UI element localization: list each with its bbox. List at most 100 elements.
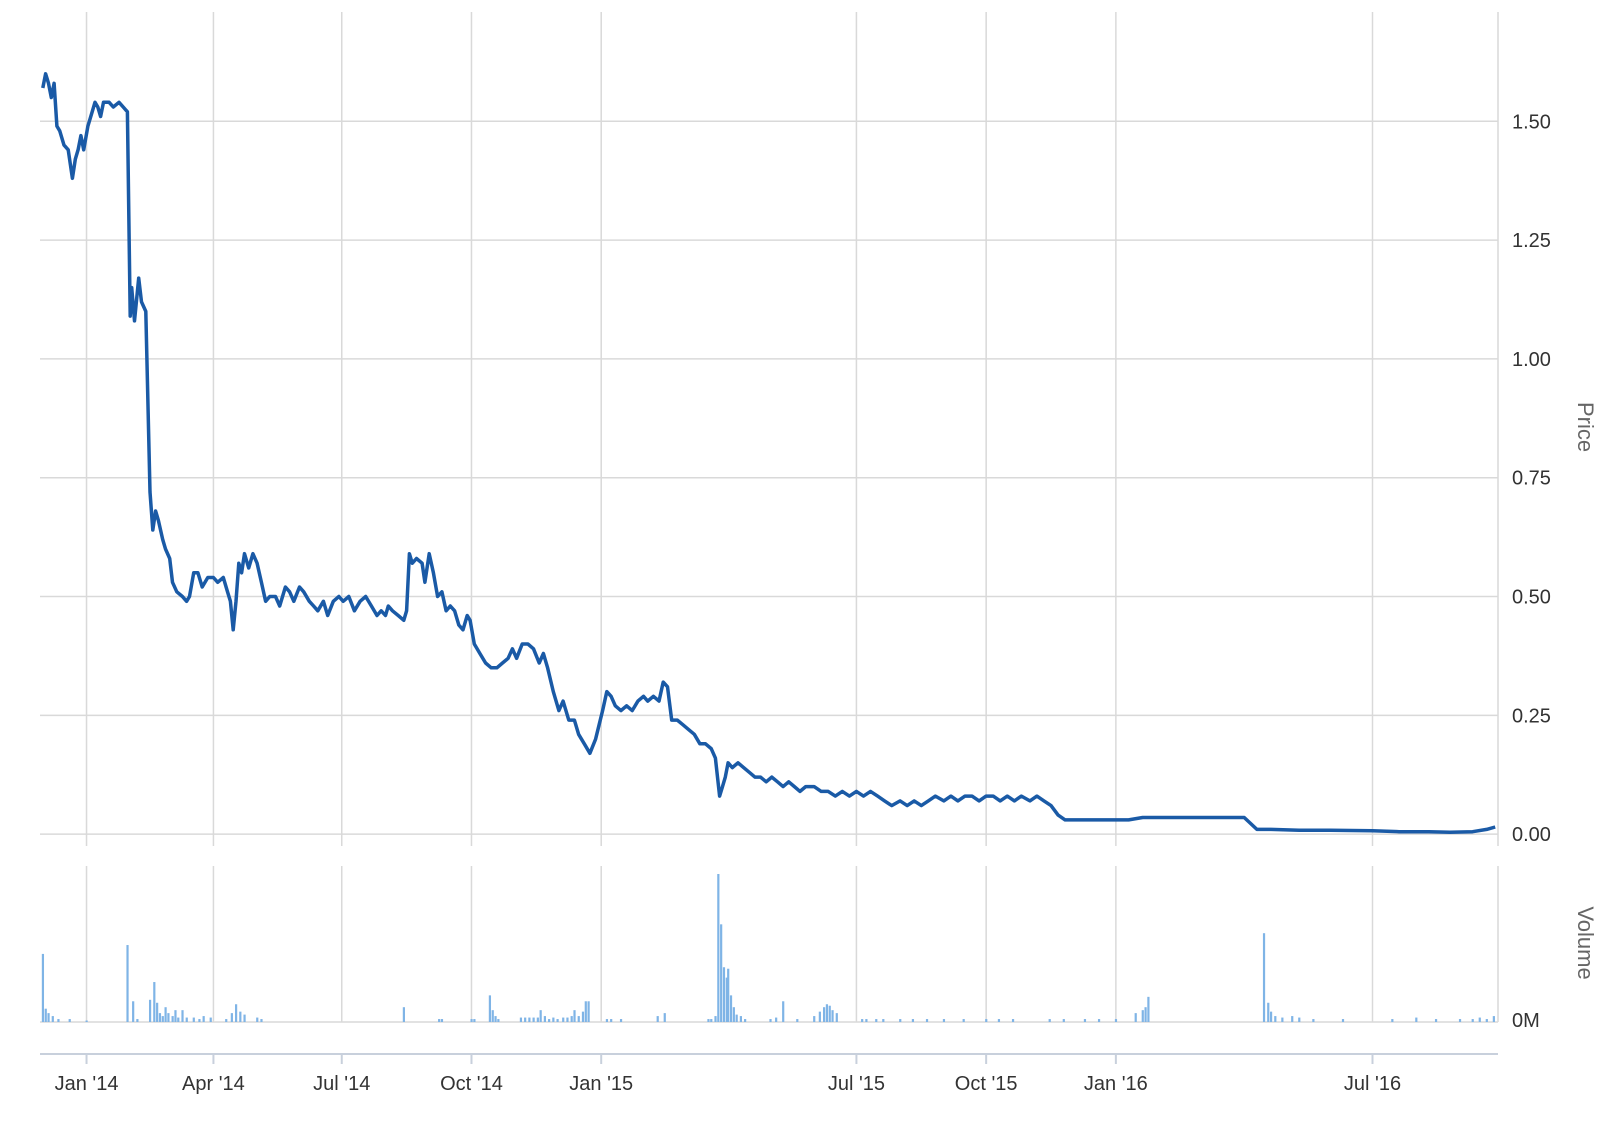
volume-bar [1262, 933, 1266, 1022]
volume-bar [1011, 1019, 1015, 1022]
volume-bar [835, 1013, 838, 1022]
volume-bar [605, 1019, 609, 1022]
volume-bar [167, 1013, 170, 1022]
volume-bar [136, 1019, 139, 1022]
volume-bar [828, 1005, 831, 1022]
axes-frame [40, 12, 1499, 1064]
price-tick-labels: 0.00 0.25 0.50 0.75 1.00 1.25 1.50 [1512, 111, 1551, 846]
volume-bar [1062, 1019, 1065, 1022]
volume-bar [831, 1010, 834, 1022]
volume-bar [725, 977, 728, 1022]
price-tick-label: 1.50 [1512, 111, 1551, 133]
volume-bar [543, 1016, 547, 1022]
volume-bar [234, 1004, 238, 1022]
volume-bar [710, 1019, 713, 1022]
volume-bar [473, 1019, 476, 1022]
volume-bar [775, 1017, 778, 1022]
volume-bar [47, 1013, 50, 1022]
volume-bar [899, 1019, 902, 1022]
volume-bar [230, 1013, 233, 1022]
x-tick-label: Apr '14 [182, 1073, 245, 1095]
volume-bar [610, 1019, 613, 1022]
volume-bar [225, 1019, 228, 1022]
x-tick-label: Jan '14 [55, 1073, 119, 1095]
volume-bar [1141, 1010, 1144, 1022]
volume-bar [556, 1019, 559, 1022]
price-gridlines [40, 12, 1498, 846]
x-tick-labels: Jan '14 Apr '14 Jul '14 Oct '14 Jan '15 Jul '… [55, 1073, 1402, 1095]
volume-bar [865, 1019, 868, 1022]
volume-bar [861, 1019, 864, 1022]
volume-axis-title: Volume [1573, 906, 1598, 979]
volume-bar [132, 1001, 135, 1022]
volume-bar [722, 967, 726, 1022]
volume-bar [1267, 1002, 1270, 1022]
volume-bar [85, 1020, 88, 1022]
volume-bar [997, 1019, 1001, 1022]
volume-bar [962, 1019, 965, 1022]
volume-bar [192, 1017, 195, 1022]
volume-bar [656, 1016, 659, 1022]
volume-bar [524, 1017, 527, 1022]
volume-bar [1281, 1017, 1284, 1022]
x-tick-label: Oct '14 [440, 1073, 503, 1095]
volume-bar [714, 1016, 717, 1022]
x-tick-label: Jul '16 [1344, 1073, 1401, 1095]
volume-bar [1341, 1019, 1345, 1022]
volume-bar [925, 1019, 929, 1022]
volume-bar [720, 924, 723, 1022]
volume-bar [769, 1019, 772, 1022]
volume-bar [707, 1019, 710, 1022]
price-tick-label: 0.00 [1512, 824, 1551, 846]
volume-bar [1144, 1007, 1147, 1022]
volume-bar [1312, 1019, 1315, 1022]
volume-bar [562, 1017, 565, 1022]
price-tick-label: 0.25 [1512, 705, 1551, 727]
price-tick-label: 0.75 [1512, 468, 1551, 490]
volume-bar [732, 1007, 735, 1022]
volume-bar [548, 1019, 551, 1022]
volume-bar [494, 1016, 497, 1022]
x-tick-label: Jul '14 [313, 1073, 370, 1095]
x-tick-label: Jan '16 [1084, 1073, 1148, 1095]
volume-bar [57, 1019, 60, 1022]
volume-bar [260, 1019, 263, 1022]
volume-tick-labels: 0M [1512, 1010, 1540, 1032]
volume-bar [209, 1017, 212, 1022]
volume-bar [822, 1007, 826, 1022]
volume-bar [256, 1017, 259, 1022]
volume-bar [619, 1019, 623, 1022]
volume-bar [198, 1019, 201, 1022]
volume-bar [1415, 1017, 1418, 1022]
x-tick-label: Jan '15 [569, 1073, 633, 1095]
volume-bar [126, 945, 129, 1022]
volume-bar [174, 1010, 177, 1022]
volume-bar [942, 1019, 946, 1022]
volume-bar [1471, 1019, 1474, 1022]
volume-bar [156, 1002, 159, 1022]
volume-bar [782, 1001, 785, 1022]
volume-bar [818, 1011, 821, 1022]
volume-bar [44, 1008, 47, 1022]
volume-bar [539, 1010, 542, 1022]
volume-bar [1478, 1017, 1481, 1022]
volume-bar [985, 1019, 988, 1022]
volume-bar [202, 1016, 205, 1022]
volume-bar [164, 1007, 167, 1022]
volume-bar [148, 999, 152, 1022]
volume-bar [663, 1013, 666, 1022]
volume-bar [519, 1017, 523, 1022]
volume-bar [796, 1019, 799, 1022]
price-tick-label: 1.25 [1512, 230, 1551, 252]
volume-bar [1147, 996, 1150, 1022]
volume-bar [581, 1011, 585, 1022]
volume-bar [735, 1014, 738, 1022]
volume-gridlines [40, 866, 1498, 1023]
volume-bar [825, 1004, 829, 1022]
volume-bar [68, 1019, 71, 1022]
x-tick-label: Oct '15 [955, 1073, 1018, 1095]
volume-bar [727, 968, 730, 1022]
volume-bar [1097, 1019, 1101, 1022]
volume-bar [1291, 1016, 1294, 1022]
